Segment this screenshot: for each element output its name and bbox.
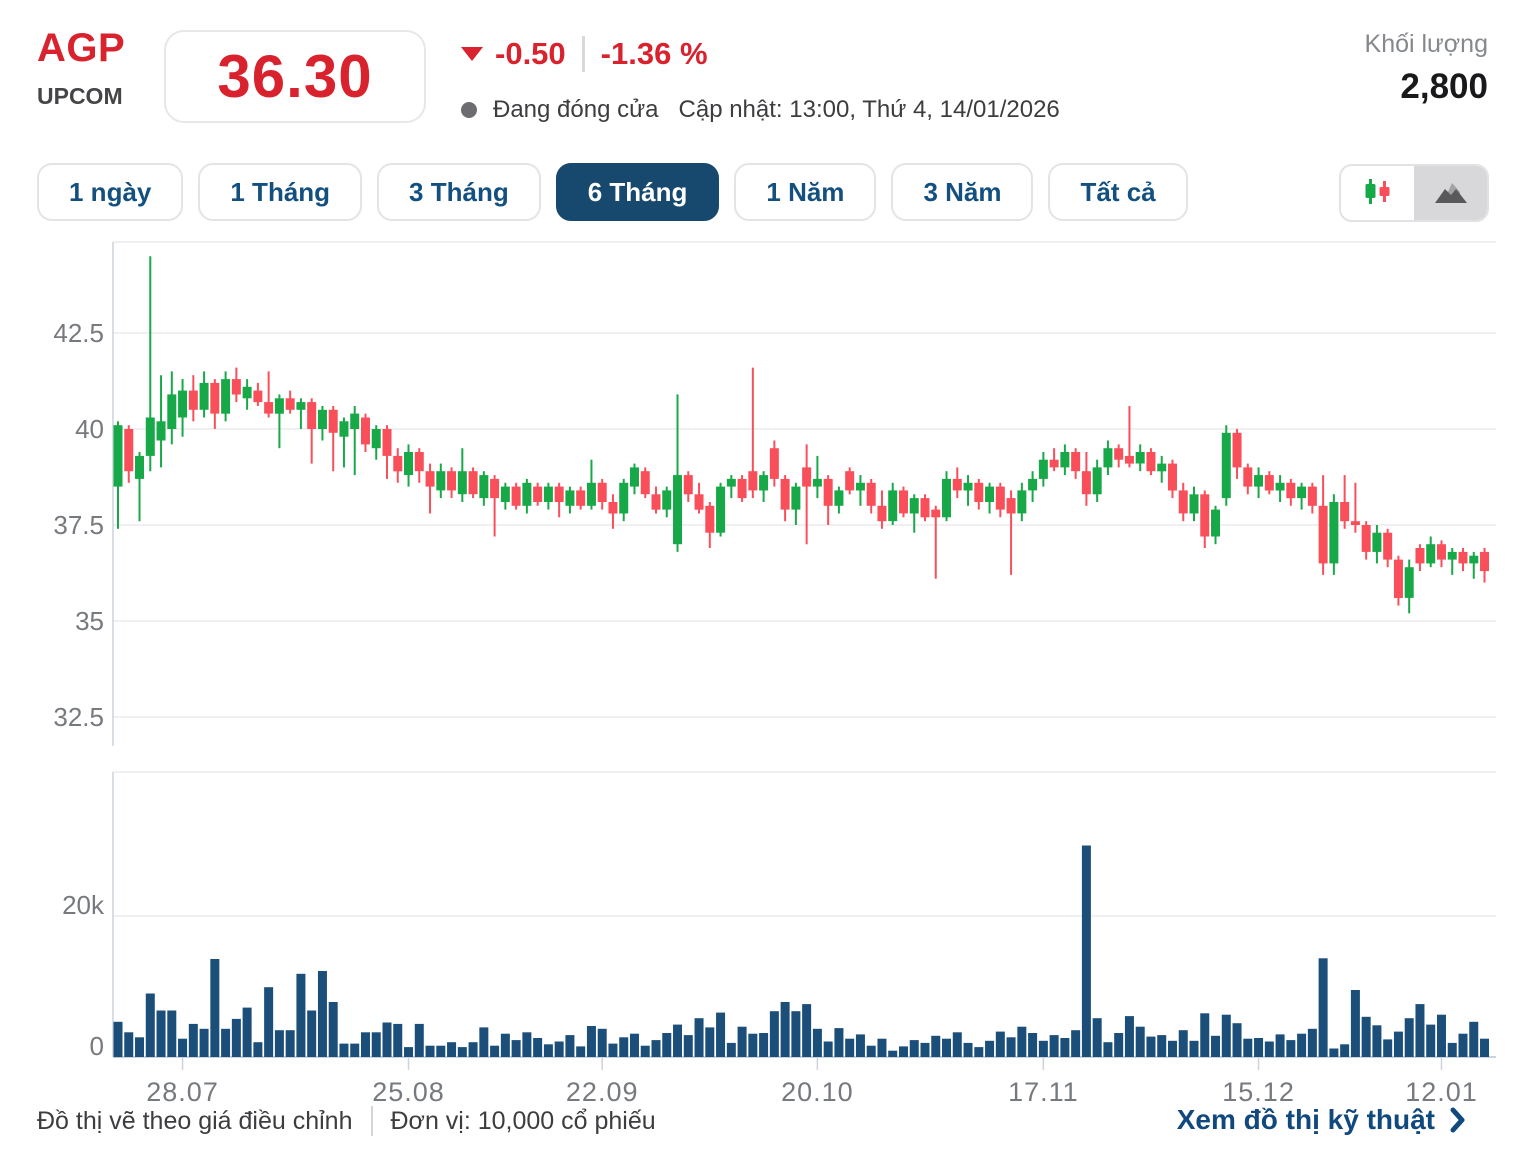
area-chart-icon: [1432, 178, 1470, 208]
chevron-right-icon: [1450, 1107, 1465, 1133]
adjusted-price-note: Đồ thị vẽ theo giá điều chỉnh: [37, 1106, 353, 1135]
svg-text:40: 40: [75, 414, 104, 444]
svg-text:25.08: 25.08: [372, 1077, 445, 1104]
volume-axis-labels: 20k 0: [62, 890, 105, 1061]
svg-text:0: 0: [90, 1031, 104, 1061]
price-change: -0.50: [495, 36, 566, 71]
volume-value: 2,800: [1400, 67, 1488, 106]
footer-notes: Đồ thị vẽ theo giá điều chỉnh Đơn vị: 10…: [37, 1106, 656, 1136]
price-gridlines: [112, 241, 1496, 746]
price-axis-labels: 42.5 40 37.5 35 32.5: [53, 318, 104, 732]
range-tab-1-tháng[interactable]: 1 Tháng: [198, 163, 363, 221]
candles-group: [113, 256, 1490, 614]
exchange-label: UPCOM: [37, 83, 123, 109]
range-tab-tất-cả[interactable]: Tất cả: [1048, 163, 1188, 221]
change-divider: [581, 36, 585, 72]
symbol-block: AGP UPCOM: [37, 26, 125, 110]
candlestick-icon: [1362, 176, 1393, 210]
candlestick-volume-chart[interactable]: 42.5 40 37.5 35 32.5 20k 0 28.07 25.08 22.09 20.10…: [0, 232, 1526, 1107]
chart-type-switch: [1339, 164, 1489, 222]
range-tab-1-năm[interactable]: 1 Năm: [734, 163, 877, 221]
unit-note: Đơn vị: 10,000 cổ phiếu: [390, 1106, 656, 1135]
chart-type-area-chart-button[interactable]: [1414, 166, 1487, 220]
svg-text:22.09: 22.09: [566, 1077, 639, 1104]
svg-text:28.07: 28.07: [146, 1077, 219, 1104]
last-updated: Cập nhật: 13:00, Thứ 4, 14/01/2026: [678, 96, 1060, 123]
range-tab-3-năm[interactable]: 3 Năm: [891, 163, 1034, 221]
price-change-percent: -1.36 %: [600, 36, 708, 71]
footer-divider: [370, 1106, 373, 1136]
chart-area[interactable]: 42.5 40 37.5 35 32.5 20k 0 28.07 25.08 22.09 20.10…: [0, 232, 1526, 1107]
volume-bars-group: [113, 845, 1490, 1058]
triangle-down-icon: [461, 47, 483, 61]
ticker-symbol: AGP: [37, 26, 126, 70]
svg-text:37.5: 37.5: [53, 510, 104, 540]
market-status: Đang đóng cửa: [493, 96, 659, 123]
svg-text:15.12: 15.12: [1222, 1077, 1295, 1104]
svg-text:20.10: 20.10: [781, 1077, 854, 1104]
range-tabs: 1 ngày 1 Tháng 3 Tháng 6 Tháng 1 Năm 3 Năm Tất…: [37, 163, 1188, 221]
market-status-row: Đang đóng cửa Cập nhật: 13:00, Thứ 4, 14…: [461, 96, 1060, 124]
svg-text:35: 35: [75, 606, 104, 636]
svg-text:32.5: 32.5: [53, 702, 104, 732]
svg-text:20k: 20k: [62, 890, 105, 920]
chart-type-candlestick-button[interactable]: [1341, 166, 1414, 220]
range-tab-1-ngày[interactable]: 1 ngày: [37, 163, 184, 221]
technical-chart-link-label: Xem đồ thị kỹ thuật: [1176, 1104, 1435, 1135]
status-dot-icon: [461, 102, 477, 118]
svg-text:12.01: 12.01: [1405, 1077, 1478, 1104]
technical-chart-link[interactable]: Xem đồ thị kỹ thuật: [1177, 1104, 1466, 1136]
svg-text:42.5: 42.5: [53, 318, 104, 348]
range-tab-3-tháng[interactable]: 3 Tháng: [377, 163, 541, 221]
svg-text:17.11: 17.11: [1008, 1077, 1079, 1104]
volume-block: Khối lượng 2,800: [1365, 30, 1488, 107]
current-price: 36.30: [217, 43, 373, 110]
price-change-row: -0.50 -1.36 %: [461, 36, 708, 72]
range-tab-6-tháng[interactable]: 6 Tháng: [555, 163, 720, 221]
price-box: 36.30: [164, 30, 426, 123]
x-axis-labels: 28.07 25.08 22.09 20.10 17.11 15.12 12.01: [146, 1057, 1478, 1107]
volume-label: Khối lượng: [1364, 30, 1488, 58]
